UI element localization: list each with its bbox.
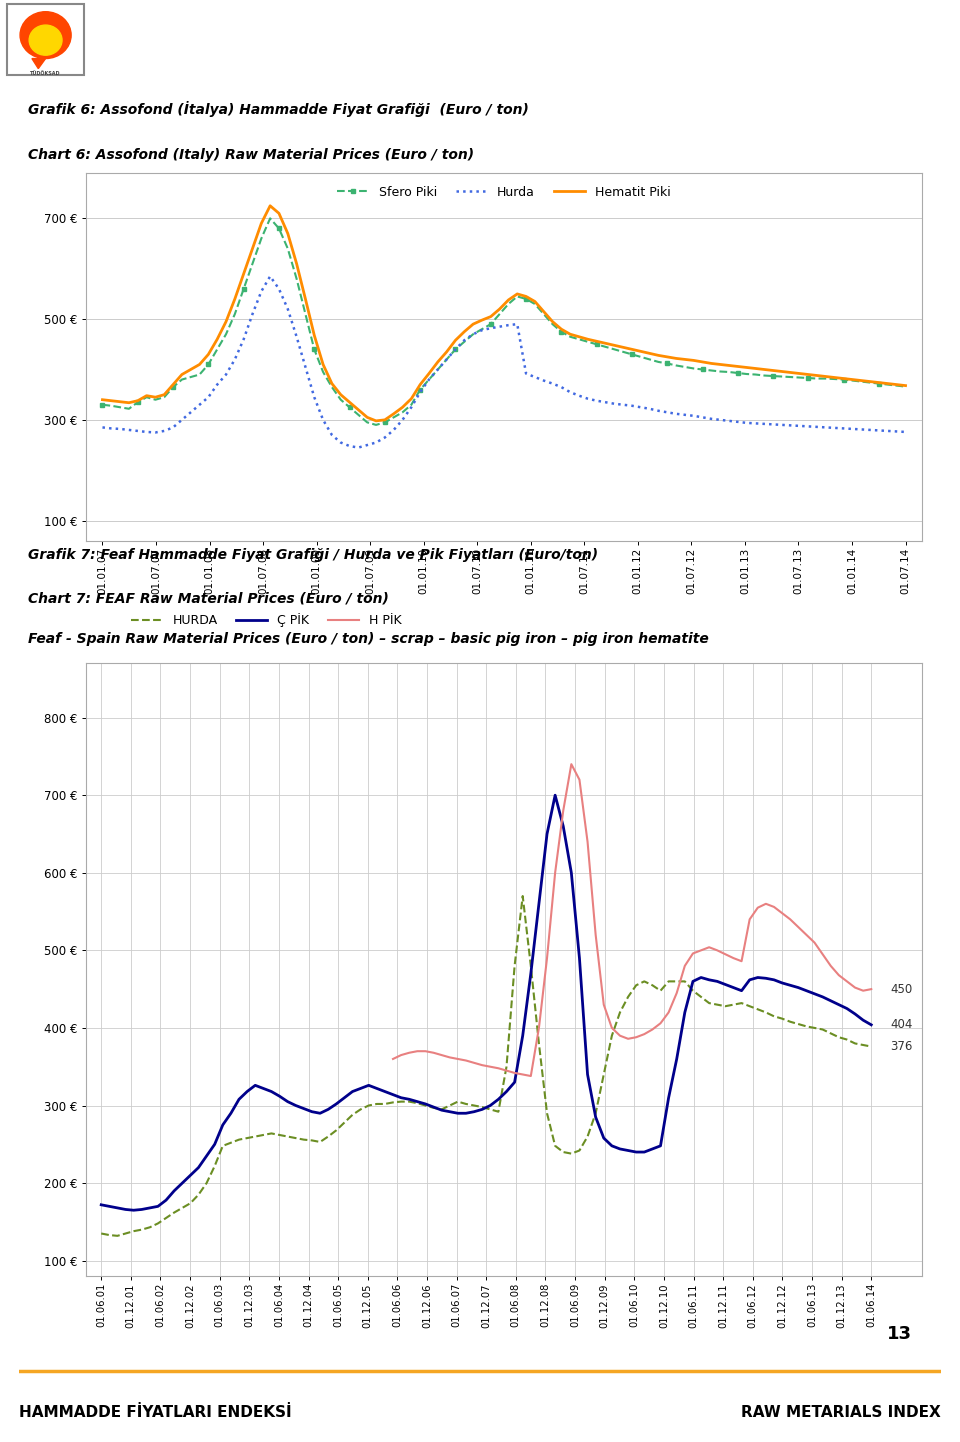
Sfero Piki bbox=[371, 417, 382, 434]
Ç PİK bbox=[516, 1027, 528, 1044]
Hematit Piki bbox=[750, 360, 761, 378]
Hurda bbox=[352, 438, 364, 456]
Text: THE TURKISH FOUNDRY ASSOCIATION: THE TURKISH FOUNDRY ASSOCIATION bbox=[364, 55, 687, 69]
H PİK bbox=[866, 981, 877, 998]
Hematit Piki bbox=[758, 360, 770, 378]
Ç PİK bbox=[866, 1017, 877, 1034]
Sfero Piki bbox=[97, 397, 108, 414]
Ç PİK bbox=[128, 1201, 139, 1218]
Sfero Piki bbox=[758, 366, 770, 384]
Hurda bbox=[706, 410, 717, 427]
Text: Feaf - Spain Raw Material Prices (Euro / ton) – scrap – basic pig iron – pig iro: Feaf - Spain Raw Material Prices (Euro /… bbox=[29, 632, 709, 646]
Text: HAMMADDE FİYATLARI ENDEKSİ: HAMMADDE FİYATLARI ENDEKSİ bbox=[19, 1405, 292, 1420]
Text: Chart 6: Assofond (Italy) Raw Material Prices (Euro / ton): Chart 6: Assofond (Italy) Raw Material P… bbox=[29, 149, 474, 163]
HURDA bbox=[866, 1038, 877, 1056]
Polygon shape bbox=[32, 59, 46, 69]
Hematit Piki bbox=[371, 412, 382, 430]
Sfero Piki bbox=[706, 362, 717, 379]
Sfero Piki bbox=[591, 336, 603, 353]
Ç PİK bbox=[817, 988, 828, 1005]
Sfero Piki bbox=[741, 365, 753, 382]
Text: Grafik 7: Feaf Hammadde Fiyat Grafiği / Hurda ve Pik Fiyatları (Euro/ton): Grafik 7: Feaf Hammadde Fiyat Grafiği / … bbox=[29, 548, 598, 562]
HURDA bbox=[817, 1021, 828, 1038]
Sfero Piki bbox=[750, 366, 761, 384]
Circle shape bbox=[20, 12, 71, 59]
Hematit Piki bbox=[264, 198, 276, 215]
Text: 404: 404 bbox=[891, 1018, 913, 1031]
Hurda bbox=[264, 268, 276, 286]
Line: HURDA: HURDA bbox=[101, 895, 872, 1236]
H PİK bbox=[485, 1058, 496, 1076]
Text: 376: 376 bbox=[891, 1040, 913, 1053]
Hurda bbox=[97, 418, 108, 435]
Hematit Piki bbox=[785, 363, 797, 381]
Ç PİK bbox=[323, 1100, 334, 1118]
Hematit Piki bbox=[741, 359, 753, 376]
HURDA bbox=[95, 1224, 107, 1242]
Ç PİK bbox=[436, 1102, 447, 1119]
Line: Ç PİK: Ç PİK bbox=[101, 795, 872, 1210]
Text: TÜDÖKSAD: TÜDÖKSAD bbox=[31, 71, 60, 76]
Sfero Piki bbox=[785, 368, 797, 385]
Text: 450: 450 bbox=[891, 982, 913, 995]
Hematit Piki bbox=[900, 376, 911, 394]
Ç PİK bbox=[492, 1090, 504, 1107]
Sfero Piki bbox=[264, 209, 276, 226]
Text: Chart 7: FEAF Raw Material Prices (Euro / ton): Chart 7: FEAF Raw Material Prices (Euro … bbox=[29, 591, 390, 606]
Hurda bbox=[591, 392, 603, 410]
HURDA bbox=[436, 1100, 447, 1118]
H PİK bbox=[509, 1064, 520, 1082]
Hurda bbox=[741, 414, 753, 431]
HURDA bbox=[525, 957, 537, 975]
Hematit Piki bbox=[591, 333, 603, 350]
Ç PİK bbox=[95, 1197, 107, 1214]
Hematit Piki bbox=[97, 391, 108, 408]
HURDA bbox=[209, 1158, 221, 1175]
H PİK bbox=[428, 1044, 440, 1061]
Text: RAW METARIALS INDEX: RAW METARIALS INDEX bbox=[741, 1405, 941, 1420]
Line: Hurda: Hurda bbox=[103, 277, 905, 447]
HURDA bbox=[323, 1128, 334, 1145]
Ç PİK bbox=[549, 786, 561, 803]
Hurda bbox=[750, 415, 761, 433]
Text: TÜRKİYE DÖKÜM SANAYİCİLERİ DERNEĞİ: TÜRKİYE DÖKÜM SANAYİCİLERİ DERNEĞİ bbox=[289, 14, 762, 33]
Sfero Piki bbox=[900, 378, 911, 395]
Ç PİK bbox=[209, 1136, 221, 1154]
Hurda bbox=[900, 424, 911, 441]
Text: Grafik 6: Assofond (İtalya) Hammadde Fiyat Grafiği  (Euro / ton): Grafik 6: Assofond (İtalya) Hammadde Fiy… bbox=[29, 101, 529, 117]
Bar bbox=[8, 4, 84, 75]
Line: Hematit Piki: Hematit Piki bbox=[103, 206, 905, 421]
Hematit Piki bbox=[706, 355, 717, 372]
Legend: Sfero Piki, Hurda, Hematit Piki: Sfero Piki, Hurda, Hematit Piki bbox=[331, 179, 677, 205]
Hurda bbox=[785, 417, 797, 434]
Text: 13: 13 bbox=[887, 1325, 912, 1343]
Line: H PİK: H PİK bbox=[393, 764, 872, 1076]
HURDA bbox=[492, 1103, 504, 1120]
H PİK bbox=[801, 926, 812, 943]
Legend: HURDA, Ç PİK, H PİK: HURDA, Ç PİK, H PİK bbox=[126, 609, 407, 632]
Line: Sfero Piki: Sfero Piki bbox=[100, 216, 908, 427]
HURDA bbox=[111, 1227, 123, 1244]
HURDA bbox=[516, 887, 528, 904]
Hurda bbox=[758, 415, 770, 433]
Circle shape bbox=[29, 25, 62, 55]
